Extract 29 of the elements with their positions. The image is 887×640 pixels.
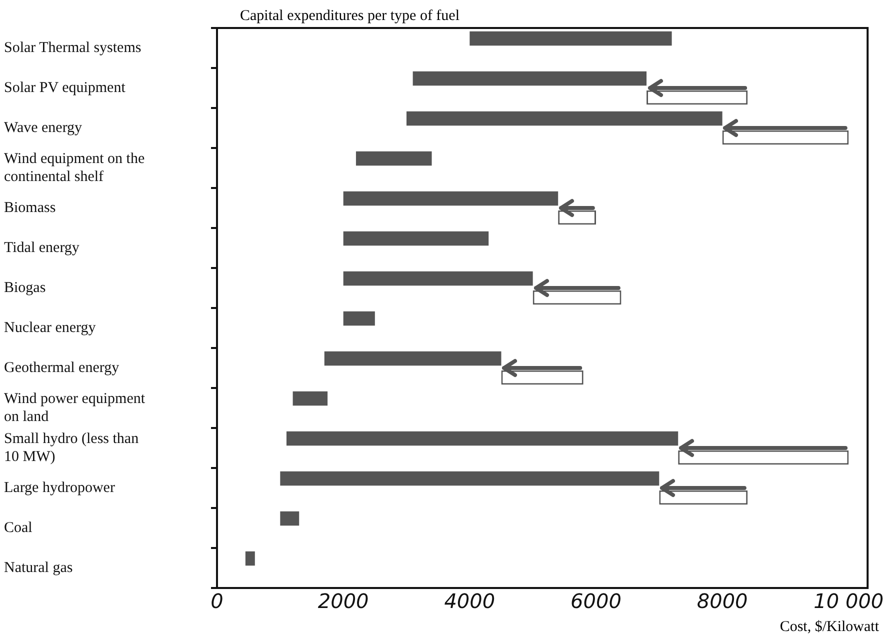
x-tick-label: 0 — [210, 589, 224, 614]
bar — [245, 551, 255, 566]
x-axis-title: Cost, $/Kilowatt — [780, 619, 879, 636]
chart-title: Capital expenditures per type of fuel — [240, 8, 460, 25]
y-tick-label: Large hydropower — [4, 480, 115, 496]
y-tick-label: Solar Thermal systems — [4, 40, 142, 56]
y-tick-label: Wind equipment on the continental shelf — [4, 150, 145, 185]
y-tick-label: Wind power equipment on land — [4, 390, 146, 425]
y-tick-label: Coal — [4, 520, 32, 536]
bar — [470, 31, 672, 46]
x-tick-label: 6000 — [570, 589, 622, 614]
y-tick-label: Biogas — [4, 280, 46, 296]
bar — [356, 151, 432, 166]
y-tick-label: Tidal energy — [4, 240, 80, 256]
x-tick-label: 10 000 — [814, 589, 884, 614]
y-tick-label: Geothermal energy — [4, 360, 120, 376]
y-tick-label: Wave energy — [4, 120, 83, 136]
x-tick-label: 2000 — [318, 589, 369, 614]
x-tick-label: 4000 — [444, 589, 496, 614]
x-tick-label: 8000 — [696, 589, 748, 614]
y-tick-label: Small hydro (less than 10 MW) — [4, 430, 140, 465]
y-tick-label: Nuclear energy — [4, 320, 96, 336]
y-tick-label: Solar PV equipment — [4, 80, 126, 96]
bar — [280, 511, 300, 526]
bar — [343, 311, 375, 326]
y-tick-label: Biomass — [4, 200, 56, 216]
bar — [292, 391, 328, 406]
y-tick-label: Natural gas — [4, 560, 73, 576]
bar — [343, 231, 489, 246]
